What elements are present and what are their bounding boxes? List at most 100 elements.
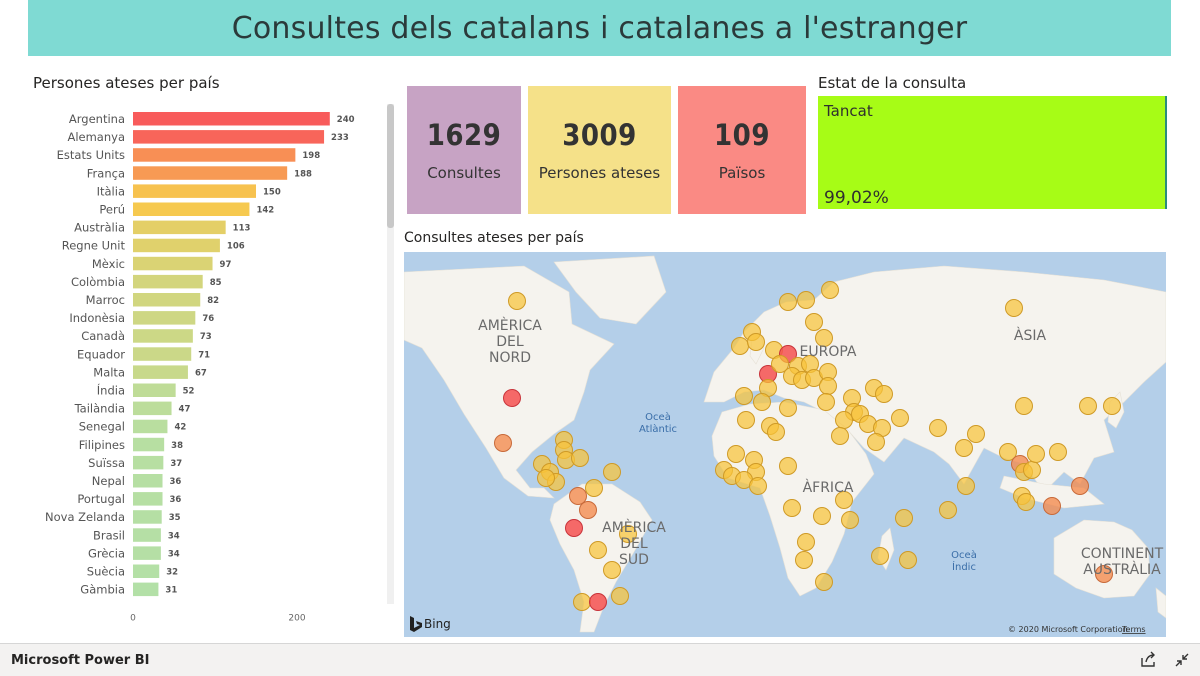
bar[interactable] — [133, 546, 161, 560]
map-bubble[interactable] — [573, 593, 591, 611]
map-bubble[interactable] — [797, 291, 815, 309]
map-bubble[interactable] — [619, 525, 637, 543]
map-bubble[interactable] — [1023, 461, 1041, 479]
bar[interactable] — [133, 329, 193, 343]
map-bubble[interactable] — [783, 499, 801, 517]
map-bubble[interactable] — [967, 425, 985, 443]
map-bubble[interactable] — [565, 519, 583, 537]
map-bubble[interactable] — [585, 479, 603, 497]
bar[interactable] — [133, 564, 160, 579]
map-bubble[interactable] — [1027, 445, 1045, 463]
bar-chart[interactable]: Argentina 240 Alemanya 233 Estats Units 198 Fr… — [0, 100, 400, 630]
map-bubble[interactable] — [494, 434, 512, 452]
bar[interactable] — [133, 220, 226, 235]
bar[interactable] — [133, 401, 172, 416]
map-bubble[interactable] — [939, 501, 957, 519]
map-bubble[interactable] — [589, 541, 607, 559]
map-bubble[interactable] — [999, 443, 1017, 461]
map-bubble[interactable] — [1079, 397, 1097, 415]
map-bubble[interactable] — [779, 293, 797, 311]
bar[interactable] — [133, 274, 203, 289]
map-bubble[interactable] — [537, 469, 555, 487]
bar[interactable] — [133, 293, 201, 307]
share-icon[interactable] — [1138, 650, 1158, 670]
bar[interactable] — [133, 365, 188, 379]
map-bubble[interactable] — [957, 477, 975, 495]
bar[interactable] — [133, 166, 288, 180]
map-bubble[interactable] — [779, 399, 797, 417]
map-bubble[interactable] — [749, 477, 767, 495]
status-card[interactable]: Tancat 99,02% — [818, 96, 1167, 209]
map-bubble[interactable] — [895, 509, 913, 527]
map-bubble[interactable] — [1043, 497, 1061, 515]
map-bubble[interactable] — [753, 393, 771, 411]
map-terms-link[interactable]: Terms — [1121, 625, 1146, 634]
map-bubble[interactable] — [1017, 493, 1035, 511]
map-bubble[interactable] — [1015, 397, 1033, 415]
map-bubble[interactable] — [955, 439, 973, 457]
bar[interactable] — [133, 528, 161, 542]
map-bubble[interactable] — [737, 411, 755, 429]
bar[interactable] — [133, 582, 159, 597]
map-bubble[interactable] — [797, 533, 815, 551]
map-bubble[interactable] — [795, 551, 813, 569]
map-bubble[interactable] — [603, 463, 621, 481]
map-bubble[interactable] — [831, 427, 849, 445]
map-bubble[interactable] — [841, 511, 859, 529]
map-bubble[interactable] — [767, 423, 785, 441]
map-bubble[interactable] — [1049, 443, 1067, 461]
bar-chart-scrollbar[interactable] — [387, 104, 394, 604]
map-bubble[interactable] — [503, 389, 521, 407]
map-bubble[interactable] — [899, 551, 917, 569]
bar[interactable] — [133, 238, 220, 253]
map-bubble[interactable] — [929, 419, 947, 437]
map-bubble[interactable] — [731, 337, 749, 355]
map-bubble[interactable] — [571, 449, 589, 467]
map-bubble[interactable] — [569, 487, 587, 505]
bar[interactable] — [133, 148, 296, 162]
bar[interactable] — [133, 130, 325, 144]
map-bubble[interactable] — [875, 385, 893, 403]
bar[interactable] — [133, 184, 256, 198]
bar[interactable] — [133, 455, 164, 470]
bar[interactable] — [133, 492, 163, 506]
bar[interactable] — [133, 510, 162, 524]
map-bubble[interactable] — [821, 281, 839, 299]
bar[interactable] — [133, 383, 176, 398]
map-bubble[interactable] — [771, 355, 789, 373]
bar[interactable] — [133, 256, 213, 271]
bar[interactable] — [133, 474, 163, 488]
map-bubble[interactable] — [805, 313, 823, 331]
map-bubble[interactable] — [603, 561, 621, 579]
map-bubble[interactable] — [611, 587, 629, 605]
map-bubble[interactable] — [835, 491, 853, 509]
map-bubble[interactable] — [813, 507, 831, 525]
bar[interactable] — [133, 437, 165, 452]
map-bubble[interactable] — [1005, 299, 1023, 317]
map-bubble[interactable] — [815, 573, 833, 591]
map-bubble[interactable] — [589, 593, 607, 611]
map-bubble[interactable] — [735, 387, 753, 405]
map-bubble[interactable] — [817, 393, 835, 411]
map-bubble[interactable] — [747, 333, 765, 351]
bar[interactable] — [133, 202, 250, 217]
map-bubble[interactable] — [727, 445, 745, 463]
map-bubble[interactable] — [835, 411, 853, 429]
map-bubble[interactable] — [579, 501, 597, 519]
map-bubble[interactable] — [779, 457, 797, 475]
bar[interactable] — [133, 112, 330, 126]
map-bubble[interactable] — [871, 547, 889, 565]
map-bubble[interactable] — [867, 433, 885, 451]
bar[interactable] — [133, 311, 196, 325]
map-bubble[interactable] — [1095, 565, 1113, 583]
map-bubble[interactable] — [815, 329, 833, 347]
world-map[interactable]: AMÈRICA DEL NORD AMÈRICA DEL SUD EUROPA … — [404, 252, 1166, 637]
exit-fullscreen-icon[interactable] — [1172, 650, 1192, 670]
map-bubble[interactable] — [1071, 477, 1089, 495]
map-bubble[interactable] — [1103, 397, 1121, 415]
bar[interactable] — [133, 419, 168, 434]
map-bubble[interactable] — [819, 377, 837, 395]
map-bubble[interactable] — [891, 409, 909, 427]
scrollbar-thumb[interactable] — [387, 104, 394, 228]
bar[interactable] — [133, 347, 192, 361]
